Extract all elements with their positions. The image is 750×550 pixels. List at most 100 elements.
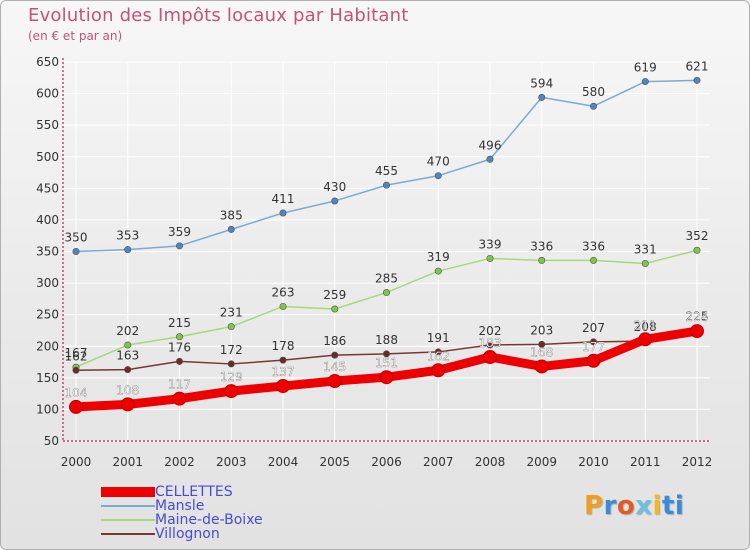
data-point [379, 370, 394, 385]
data-label: 339 [479, 237, 502, 251]
data-label: 162 [65, 349, 88, 363]
logo-letter: o [616, 491, 636, 521]
data-point [124, 341, 132, 349]
data-point [641, 260, 649, 268]
data-label: 594 [530, 76, 553, 90]
data-label: 352 [686, 229, 709, 243]
data-point [124, 366, 132, 374]
y-tick-label: 650 [36, 55, 59, 69]
data-label: 151 [375, 356, 398, 370]
y-tick-label: 250 [36, 308, 59, 322]
data-point [586, 353, 601, 368]
data-point [589, 338, 597, 346]
data-label: 411 [272, 192, 295, 206]
x-tick-label: 2010 [578, 455, 609, 469]
x-tick-label: 2007 [423, 455, 454, 469]
legend-label: Maine-de-Boixe [155, 512, 263, 528]
data-label: 353 [116, 229, 139, 243]
data-label: 215 [168, 316, 191, 330]
logo-letter: x [635, 491, 653, 521]
data-point [538, 340, 546, 348]
data-point [434, 267, 442, 275]
y-tick-label: 200 [36, 339, 59, 353]
data-label: 188 [375, 333, 398, 347]
data-label: 225 [686, 309, 709, 323]
legend-label: Villognon [155, 526, 220, 542]
data-label: 208 [634, 320, 657, 334]
data-label: 580 [582, 85, 605, 99]
y-tick-label: 50 [44, 434, 59, 448]
data-point [534, 359, 549, 374]
legend-item-villognon: Villognon [101, 527, 263, 541]
data-point [279, 209, 287, 217]
data-point [331, 197, 339, 205]
y-tick-label: 400 [36, 213, 59, 227]
data-point [589, 102, 597, 110]
data-label: 224 [686, 310, 709, 324]
y-tick-label: 450 [36, 181, 59, 195]
data-label: 319 [427, 250, 450, 264]
x-tick-label: 2005 [319, 455, 350, 469]
data-label: 231 [220, 306, 243, 320]
data-label: 168 [530, 345, 553, 359]
data-label: 259 [323, 288, 346, 302]
data-label: 350 [65, 231, 88, 245]
data-label: 331 [634, 243, 657, 257]
data-label: 137 [272, 365, 295, 379]
y-tick-label: 600 [36, 87, 59, 101]
data-point [690, 324, 704, 339]
x-tick-label: 2006 [371, 455, 402, 469]
data-point [176, 242, 184, 250]
data-label: 336 [530, 239, 553, 253]
data-label: 176 [168, 340, 191, 354]
data-label: 162 [427, 349, 450, 363]
legend-label: CELLETTES [155, 484, 233, 500]
x-tick-label: 2012 [682, 455, 713, 469]
data-label: 496 [479, 138, 502, 152]
x-tick-label: 2011 [630, 455, 661, 469]
data-label: 202 [116, 324, 139, 338]
data-point [176, 333, 184, 341]
data-point [279, 356, 287, 364]
legend-swatch [101, 487, 155, 497]
data-label: 129 [220, 370, 243, 384]
data-point [279, 302, 287, 310]
x-tick-label: 2000 [61, 455, 92, 469]
data-point [538, 93, 546, 101]
data-point [69, 399, 83, 414]
data-point [638, 332, 653, 347]
data-label: 177 [582, 340, 605, 354]
data-point [486, 155, 494, 163]
data-label: 359 [168, 225, 191, 239]
data-label: 117 [168, 378, 191, 392]
data-point [693, 246, 701, 254]
proxiti-logo: Proxiti [584, 491, 684, 521]
data-label: 263 [272, 285, 295, 299]
data-label: 621 [686, 59, 709, 73]
chart-title: Evolution des Impôts locaux par Habitant [28, 5, 409, 26]
y-tick-label: 350 [36, 245, 59, 259]
data-point [331, 305, 339, 313]
data-point [276, 379, 290, 394]
data-label: 172 [220, 343, 243, 357]
logo-letter: t [661, 491, 675, 521]
y-tick-label: 100 [36, 402, 59, 416]
legend-item-mansle: Mansle [101, 499, 263, 513]
legend-label: Mansle [155, 498, 205, 514]
data-label: 191 [427, 331, 450, 345]
data-point [434, 348, 442, 356]
data-label: 207 [582, 321, 605, 335]
data-label: 455 [375, 164, 398, 178]
data-point [382, 181, 390, 189]
data-point [120, 397, 135, 412]
y-tick-label: 150 [36, 371, 59, 385]
data-point [641, 78, 649, 86]
data-label: 178 [272, 339, 295, 353]
logo-letter: i [674, 491, 685, 521]
x-tick-label: 2001 [112, 455, 143, 469]
data-label: 108 [116, 383, 139, 397]
data-point [538, 256, 546, 264]
chart-subtitle: (en € et par an) [28, 29, 123, 43]
data-point [431, 363, 446, 378]
